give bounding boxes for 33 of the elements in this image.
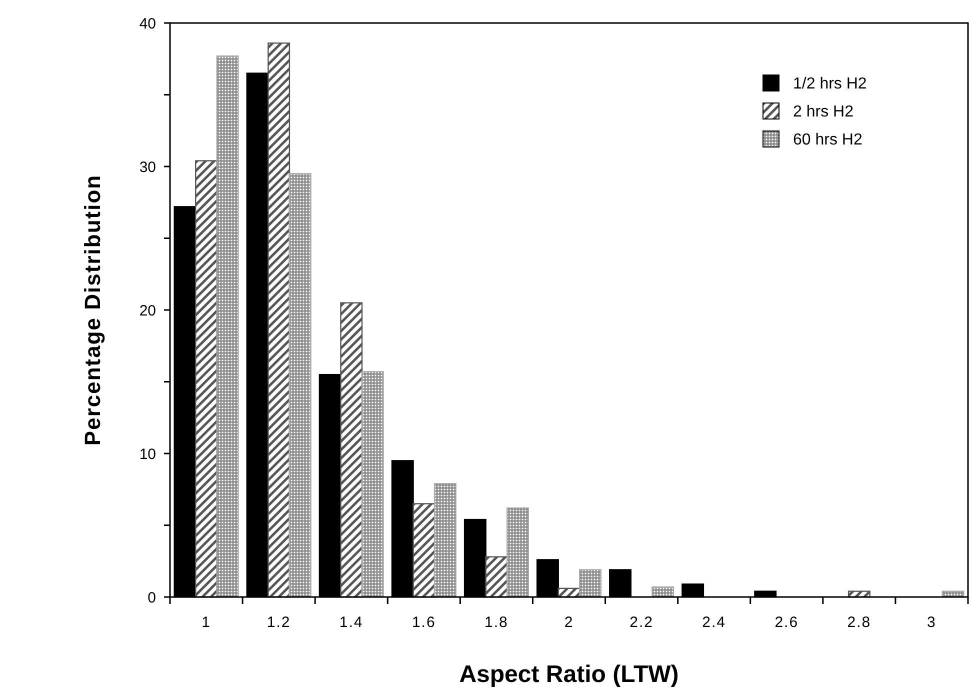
bar — [434, 483, 456, 598]
x-tick-label: 1.2 — [266, 614, 291, 631]
x-tick-label: 2 — [564, 614, 574, 631]
bar — [268, 42, 290, 598]
x-tick-label: 2.2 — [630, 614, 654, 631]
bar — [579, 569, 602, 598]
bar — [412, 503, 436, 598]
y-tick-label: 30 — [139, 158, 156, 176]
bar — [195, 160, 218, 598]
x-tick-label: 2.4 — [702, 614, 726, 631]
x-tick-label: 1 — [202, 614, 211, 631]
bar — [506, 507, 529, 598]
y-tick-label: 20 — [139, 302, 156, 320]
bar — [652, 586, 674, 598]
x-tick-label: 2.8 — [847, 614, 872, 631]
legend-label: 1/2 hrs H2 — [793, 76, 867, 93]
y-tick-label: 10 — [139, 446, 156, 463]
bar — [340, 302, 363, 598]
y-tick-label: 40 — [139, 15, 156, 32]
bar — [216, 55, 239, 598]
legend-label: 60 hrs H2 — [793, 132, 862, 149]
bar — [361, 371, 384, 598]
x-tick-label: 1.6 — [412, 614, 436, 631]
x-tick-label: 1.8 — [484, 614, 508, 631]
y-tick-label: 0 — [148, 589, 156, 606]
legend-label: 2 hrs H2 — [793, 104, 854, 121]
bar — [288, 173, 312, 598]
x-tick-label: 3 — [927, 614, 936, 631]
y-axis-title: Percentage Distribution — [80, 174, 105, 446]
x-axis-title: Aspect Ratio (LTW) — [459, 661, 679, 688]
x-tick-label: 2.6 — [774, 614, 799, 631]
x-tick-label: 1.4 — [339, 614, 364, 631]
bar — [485, 556, 508, 598]
